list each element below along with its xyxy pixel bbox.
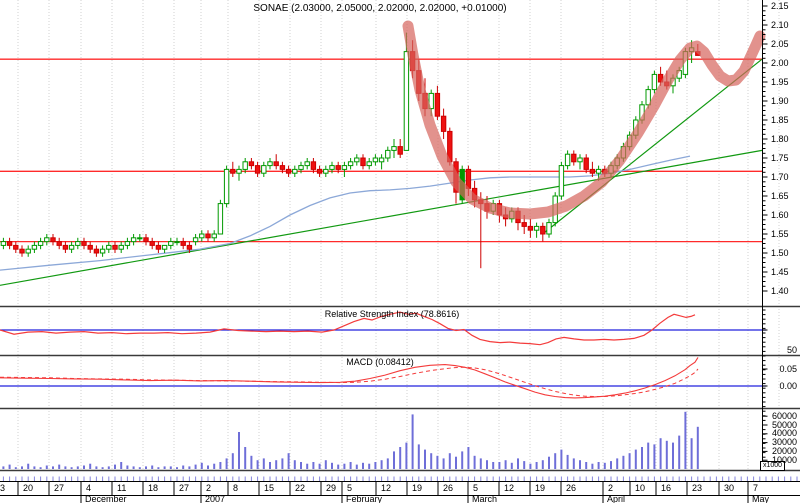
volume-multiplier-label: x1000 xyxy=(760,461,786,471)
price-tick-label: 2.10 xyxy=(771,20,789,30)
price-tick-label: 1.65 xyxy=(771,191,789,201)
date-day-label: 12 xyxy=(504,483,515,493)
price-tick-label: 1.40 xyxy=(771,286,789,296)
date-month-label: April xyxy=(607,494,626,503)
date-day-label: 2 xyxy=(608,483,614,493)
price-tick-label: 1.70 xyxy=(771,172,789,182)
volume-tick-label: 40000 xyxy=(771,428,797,438)
price-tick-label: 1.45 xyxy=(771,267,789,277)
rsi-axis-label: 50 xyxy=(786,345,797,355)
price-tick-label: 1.80 xyxy=(771,134,789,144)
date-day-label: 4 xyxy=(86,483,92,493)
volume-tick-label: 10000 xyxy=(771,455,797,465)
volume-tick-label: 30000 xyxy=(771,437,797,447)
price-tick-label: 1.95 xyxy=(771,77,789,87)
price-tick-label: 2.05 xyxy=(771,39,789,49)
rsi-label: Relative Strength Index (78.8616) xyxy=(324,309,460,319)
rsi-line xyxy=(0,311,696,346)
date-day-label: 8 xyxy=(233,483,239,493)
price-tick-label: 1.75 xyxy=(771,153,789,163)
volume-tick-label: 60000 xyxy=(771,411,797,421)
date-day-label: 27 xyxy=(179,483,190,493)
price-tick-label: 2.00 xyxy=(771,58,789,68)
price-tick-label: 1.50 xyxy=(771,248,789,258)
date-day-label: 7 xyxy=(753,483,759,493)
price-tick-label: 1.90 xyxy=(771,96,789,106)
date-month-label: February xyxy=(346,494,383,503)
date-axis-rows xyxy=(0,476,800,503)
volume-tick-label: 20000 xyxy=(771,446,797,456)
date-day-label: 30 xyxy=(724,483,735,493)
date-day-label: 11 xyxy=(117,483,127,493)
candlesticks xyxy=(0,32,701,269)
date-day-label: 18 xyxy=(148,483,159,493)
moving-average-line xyxy=(0,155,691,271)
axis-tick-marks xyxy=(762,5,768,467)
date-day-label: 29 xyxy=(326,483,337,493)
date-month-label: May xyxy=(752,494,770,503)
date-day-label: 13 xyxy=(0,483,6,493)
date-day-label: 23 xyxy=(692,483,703,493)
price-tick-label: 1.85 xyxy=(771,115,789,125)
date-day-label: 20 xyxy=(23,483,34,493)
date-month-label: 2007 xyxy=(205,494,226,503)
price-tick-label: 1.60 xyxy=(771,210,789,220)
date-day-label: 16 xyxy=(661,483,672,493)
date-day-label: 5 xyxy=(473,483,479,493)
date-day-label: 19 xyxy=(535,483,546,493)
price-tick-label: 2.15 xyxy=(771,1,789,11)
date-day-label: 5 xyxy=(347,483,353,493)
price-tick-label: 1.55 xyxy=(771,229,789,239)
macd-lines xyxy=(0,357,699,399)
date-month-label: December xyxy=(85,494,127,503)
date-day-label: 26 xyxy=(443,483,454,493)
panel-separators xyxy=(0,0,800,472)
date-day-label: 26 xyxy=(566,483,577,493)
volume-bars xyxy=(2,411,699,469)
reference-lines xyxy=(0,329,766,387)
macd-tick-label: 0.05 xyxy=(779,364,797,374)
drawn-annotation-curve[interactable] xyxy=(402,20,766,220)
date-day-label: 2 xyxy=(206,483,212,493)
date-day-label: 19 xyxy=(412,483,423,493)
date-day-label: 10 xyxy=(635,483,646,493)
date-day-label: 15 xyxy=(264,483,275,493)
date-day-label: 22 xyxy=(295,483,306,493)
weekly-gridlines xyxy=(17,0,780,470)
date-month-label: March xyxy=(472,494,498,503)
chart-title: SONAE (2.03000, 2.05000, 2.02000, 2.0200… xyxy=(253,3,507,14)
volume-tick-label: 50000 xyxy=(771,420,797,430)
macd-tick-label: 0.00 xyxy=(779,381,797,391)
date-day-label: 27 xyxy=(54,483,65,493)
macd-label: MACD (0.08412) xyxy=(346,357,414,367)
date-day-label: 12 xyxy=(381,483,392,493)
